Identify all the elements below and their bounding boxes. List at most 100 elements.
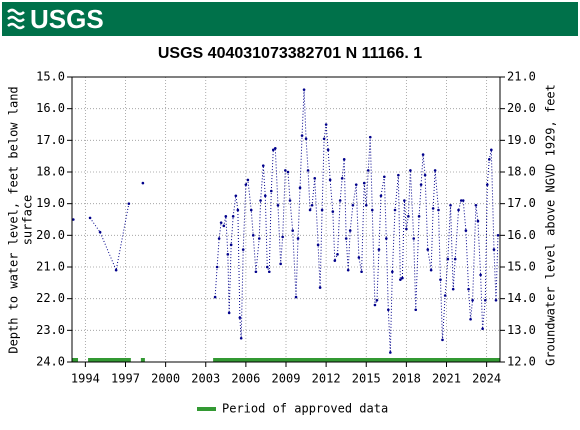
data-point bbox=[238, 316, 242, 319]
data-point bbox=[389, 351, 392, 354]
data-point bbox=[302, 88, 306, 91]
data-point bbox=[254, 270, 258, 274]
y2-tick-label: 21.0 bbox=[507, 70, 536, 84]
y-tick-label: 15.0 bbox=[36, 70, 65, 84]
data-point bbox=[357, 256, 361, 259]
y2-tick-label: 20.0 bbox=[507, 101, 536, 115]
data-point bbox=[387, 308, 390, 312]
data-point bbox=[328, 178, 332, 182]
data-point bbox=[449, 203, 452, 207]
data-point bbox=[423, 173, 427, 177]
data-point bbox=[318, 286, 322, 289]
data-point bbox=[431, 207, 435, 210]
data-point bbox=[234, 194, 238, 198]
data-point bbox=[377, 248, 381, 251]
data-point bbox=[340, 177, 344, 180]
approved-period bbox=[72, 358, 79, 362]
logo-text: USGS bbox=[30, 4, 104, 34]
data-point bbox=[407, 215, 410, 218]
data-point bbox=[370, 208, 374, 212]
data-point bbox=[224, 215, 228, 218]
data-point bbox=[348, 229, 352, 232]
data-point bbox=[239, 336, 243, 340]
data-point bbox=[313, 177, 317, 180]
data-point bbox=[98, 230, 102, 234]
data-point bbox=[227, 311, 231, 315]
data-point bbox=[409, 169, 412, 172]
y-tick-label: 23.0 bbox=[36, 323, 65, 337]
data-point bbox=[236, 208, 240, 212]
y-tick-label: 22.0 bbox=[36, 291, 65, 305]
y-tick-label: 20.0 bbox=[36, 228, 65, 242]
data-point bbox=[443, 294, 447, 297]
y-tick-label: 18.0 bbox=[36, 165, 65, 179]
data-point bbox=[421, 153, 425, 156]
data-point bbox=[366, 169, 370, 172]
data-point bbox=[324, 123, 328, 126]
y-tick-label: 24.0 bbox=[36, 355, 65, 369]
x-tick-label: 2015 bbox=[352, 372, 381, 386]
data-point bbox=[226, 253, 230, 256]
data-point bbox=[459, 199, 463, 202]
x-tick-label: 1994 bbox=[71, 372, 100, 386]
data-point bbox=[457, 208, 460, 212]
data-point bbox=[362, 181, 366, 185]
data-point bbox=[342, 158, 346, 161]
approved-period bbox=[213, 358, 500, 362]
data-point bbox=[251, 234, 255, 237]
data-point bbox=[291, 229, 294, 232]
data-point bbox=[474, 203, 478, 207]
data-point bbox=[88, 216, 92, 220]
data-point bbox=[72, 218, 75, 221]
data-point bbox=[213, 295, 217, 299]
data-point bbox=[338, 199, 342, 202]
data-point bbox=[479, 273, 482, 277]
data-point bbox=[271, 148, 275, 152]
data-point bbox=[298, 186, 302, 190]
y2-axis-label: Groundwater level above NGVD 1929, feet bbox=[544, 84, 558, 366]
data-point bbox=[229, 243, 233, 247]
data-point bbox=[417, 215, 421, 218]
data-point bbox=[419, 183, 423, 186]
data-point bbox=[414, 308, 418, 312]
data-point bbox=[437, 208, 440, 212]
data-point bbox=[446, 257, 450, 261]
data-point bbox=[336, 253, 339, 256]
data-point bbox=[375, 298, 379, 302]
data-point bbox=[354, 183, 358, 186]
y-tick-label: 16.0 bbox=[36, 101, 65, 115]
data-point bbox=[360, 270, 363, 274]
data-point bbox=[267, 270, 271, 274]
data-point bbox=[316, 243, 320, 247]
x-tick-label: 2021 bbox=[432, 372, 461, 386]
data-point bbox=[276, 203, 280, 207]
data-point bbox=[286, 170, 290, 174]
x-tick-label: 2009 bbox=[272, 372, 301, 386]
x-tick-label: 1997 bbox=[111, 372, 140, 386]
data-point bbox=[333, 259, 337, 262]
data-point bbox=[464, 229, 468, 232]
y-tick-label: 17.0 bbox=[36, 133, 65, 147]
data-point bbox=[453, 257, 457, 261]
data-point bbox=[481, 327, 484, 331]
approved-period bbox=[88, 358, 131, 362]
data-point bbox=[322, 137, 326, 141]
data-point bbox=[296, 237, 300, 240]
data-point bbox=[344, 237, 348, 240]
data-point bbox=[379, 194, 383, 198]
y2-tick-label: 18.0 bbox=[507, 165, 536, 179]
data-point bbox=[300, 134, 304, 137]
data-point bbox=[494, 298, 498, 302]
data-point bbox=[114, 268, 118, 272]
data-point bbox=[490, 148, 493, 152]
data-point bbox=[405, 227, 408, 231]
y2-tick-label: 19.0 bbox=[507, 133, 536, 147]
data-point bbox=[346, 268, 350, 272]
data-point bbox=[241, 248, 245, 251]
data-point bbox=[331, 210, 335, 213]
x-tick-label: 2003 bbox=[191, 372, 220, 386]
y2-tick-label: 15.0 bbox=[507, 260, 536, 274]
y2-tick-label: 14.0 bbox=[507, 291, 536, 305]
data-point bbox=[461, 199, 465, 202]
